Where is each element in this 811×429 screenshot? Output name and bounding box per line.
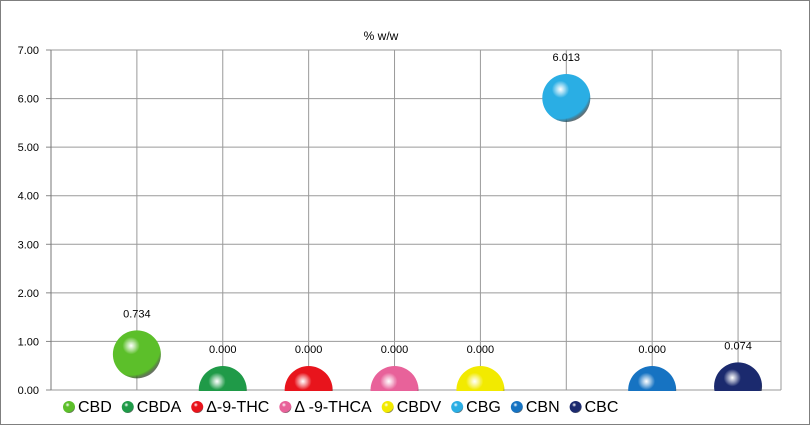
legend-item-cbn: CBN — [510, 399, 560, 416]
y-tick-label: 6.00 — [18, 94, 39, 106]
data-label-cbg: 6.013 — [553, 52, 581, 64]
data-label-9-thc: 0.000 — [295, 344, 323, 356]
legend-marker-cbdv — [381, 401, 394, 413]
marker-cbd — [112, 330, 161, 379]
marker-9-thc — [284, 366, 333, 391]
data-markers — [112, 73, 763, 391]
legend-marker-cbd — [63, 401, 75, 413]
y-tick-label: 4.00 — [18, 191, 39, 203]
data-label-cbdv: 0.000 — [467, 344, 495, 356]
legend-item-cbd: CBD — [63, 399, 112, 416]
legend-label-cbg: CBG — [466, 399, 501, 416]
legend-label-cbc: CBC — [585, 399, 619, 416]
data-label-cbn: 0.000 — [638, 344, 666, 356]
legend-item-cbg: CBG — [451, 399, 501, 416]
legend-label-9-thc: Δ-9-THC — [206, 399, 269, 416]
legend-marker-9-thca — [279, 401, 292, 413]
legend-marker-cbg — [451, 401, 464, 413]
y-tick-label: 1.00 — [18, 336, 39, 348]
data-label-9-thca: 0.000 — [381, 344, 409, 356]
legend-marker-cbda — [121, 401, 134, 413]
y-tick-label: 0.00 — [18, 385, 39, 397]
legend-item-cbc: CBC — [569, 399, 619, 416]
legend-marker-cbn — [510, 401, 523, 413]
marker-cbn — [628, 366, 677, 391]
data-label-cbda: 0.000 — [209, 344, 237, 356]
y-tick-label: 2.00 — [18, 288, 39, 300]
y-tick-label: 3.00 — [18, 239, 39, 251]
marker-cbc — [714, 362, 763, 391]
legend-label-cbdv: CBDV — [397, 399, 442, 416]
legend: CBD CBDA Δ-9-THC Δ -9-THCA CBDV CBG CBN CBC — [63, 399, 618, 416]
y-tick-label: 5.00 — [18, 142, 39, 154]
y-tick-label: 7.00 — [18, 45, 39, 57]
legend-item-cbdv: CBDV — [381, 399, 442, 416]
legend-label-cbda: CBDA — [137, 399, 182, 416]
data-label-cbd: 0.734 — [123, 308, 151, 320]
gridlines — [51, 49, 782, 391]
marker-cbda — [198, 366, 247, 391]
marker-9-thca — [370, 366, 419, 391]
marker-cbg — [542, 73, 591, 122]
y-axis: 0.00 1.00 2.00 3.00 4.00 5.00 6.00 7.00 — [18, 45, 52, 397]
marker-cbdv — [456, 366, 505, 391]
legend-label-9-thca: Δ -9-THCA — [294, 399, 372, 416]
legend-marker-cbc — [569, 401, 582, 413]
legend-item-9-thc: Δ-9-THC — [191, 399, 269, 416]
legend-item-cbda: CBDA — [121, 399, 182, 416]
legend-item-9-thca: Δ -9-THCA — [279, 399, 372, 416]
legend-label-cbn: CBN — [526, 399, 560, 416]
data-labels: 0.734 0.000 0.000 0.000 0.000 6.013 0.000 0.074 — [123, 52, 752, 356]
chart-title: % w/w — [364, 29, 399, 43]
legend-marker-9-thc — [191, 401, 204, 413]
data-label-cbc: 0.074 — [724, 340, 752, 352]
legend-label-cbd: CBD — [78, 399, 112, 416]
